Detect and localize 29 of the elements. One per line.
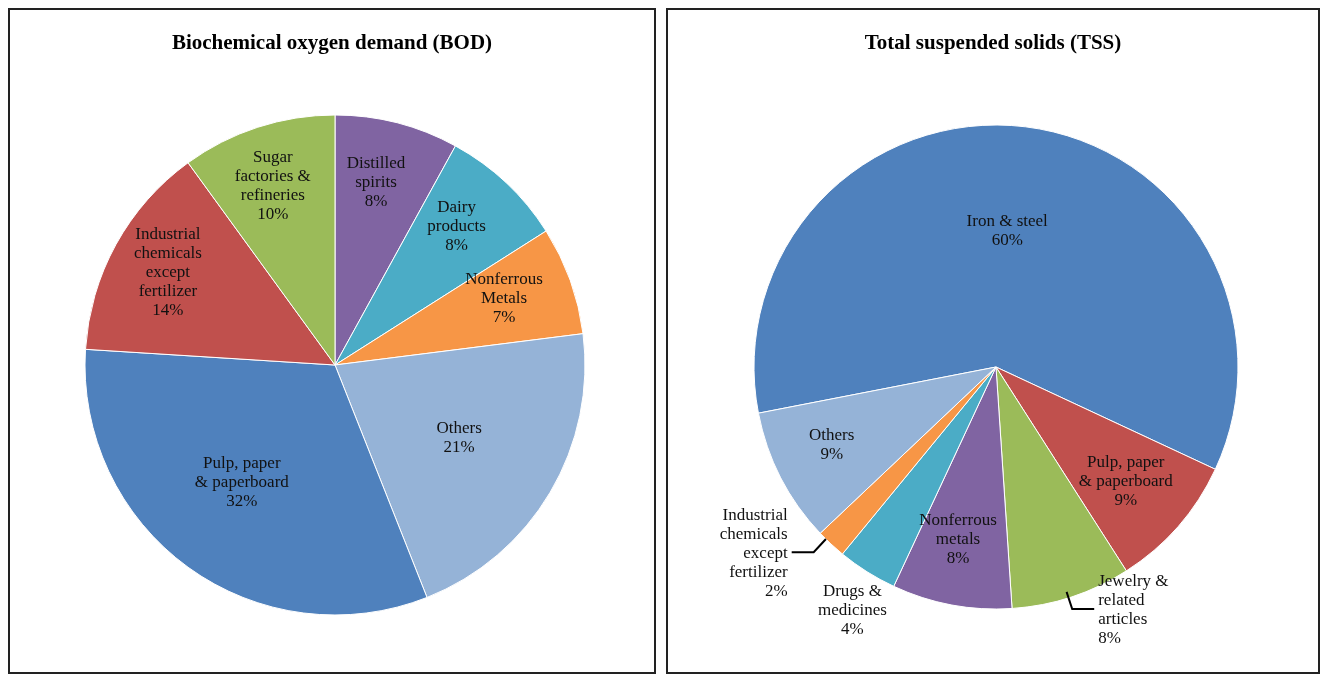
data-label: 4%	[841, 619, 864, 639]
data-label: 32%	[226, 491, 258, 511]
data-label: 7%	[492, 307, 516, 327]
slice-label: Dairy products	[427, 197, 486, 236]
slice-label: Nonferrous Metals	[465, 269, 543, 308]
slice-label: Distilled spirits	[346, 152, 406, 191]
data-label: 8%	[445, 235, 468, 255]
data-label: 9%	[820, 444, 844, 464]
slice-label: Pulp, paper & paperboard	[194, 453, 290, 492]
data-label: 10%	[257, 203, 289, 223]
slice-label: Drugs & medicines	[817, 581, 887, 620]
data-label: 14%	[152, 299, 184, 319]
slice-label: Others	[436, 417, 482, 437]
data-label: 8%	[364, 190, 388, 210]
slice-label: Jewelry & related articles	[1098, 571, 1169, 629]
data-label: 9%	[1114, 489, 1138, 509]
data-label: 2%	[765, 581, 788, 601]
data-label: 60%	[991, 230, 1023, 250]
slice-label: Industrial chemicals except fertilizer	[133, 223, 202, 300]
slice-label: Industrial chemicals except fertilizer	[719, 505, 789, 582]
data-label: 21%	[443, 436, 475, 456]
slice-label: Sugar factories & refineries	[234, 146, 311, 204]
chart-title: Biochemical oxygen demand (BOD)	[170, 29, 494, 56]
slice-label: Pulp, paper & paperboard	[1078, 451, 1174, 490]
slice-label: Iron & steel	[966, 211, 1049, 231]
chart-title: Total suspended solids (TSS)	[863, 29, 1123, 56]
data-label: 8%	[1098, 628, 1121, 648]
slice-label: Others	[809, 425, 855, 445]
data-label: 8%	[946, 548, 970, 568]
